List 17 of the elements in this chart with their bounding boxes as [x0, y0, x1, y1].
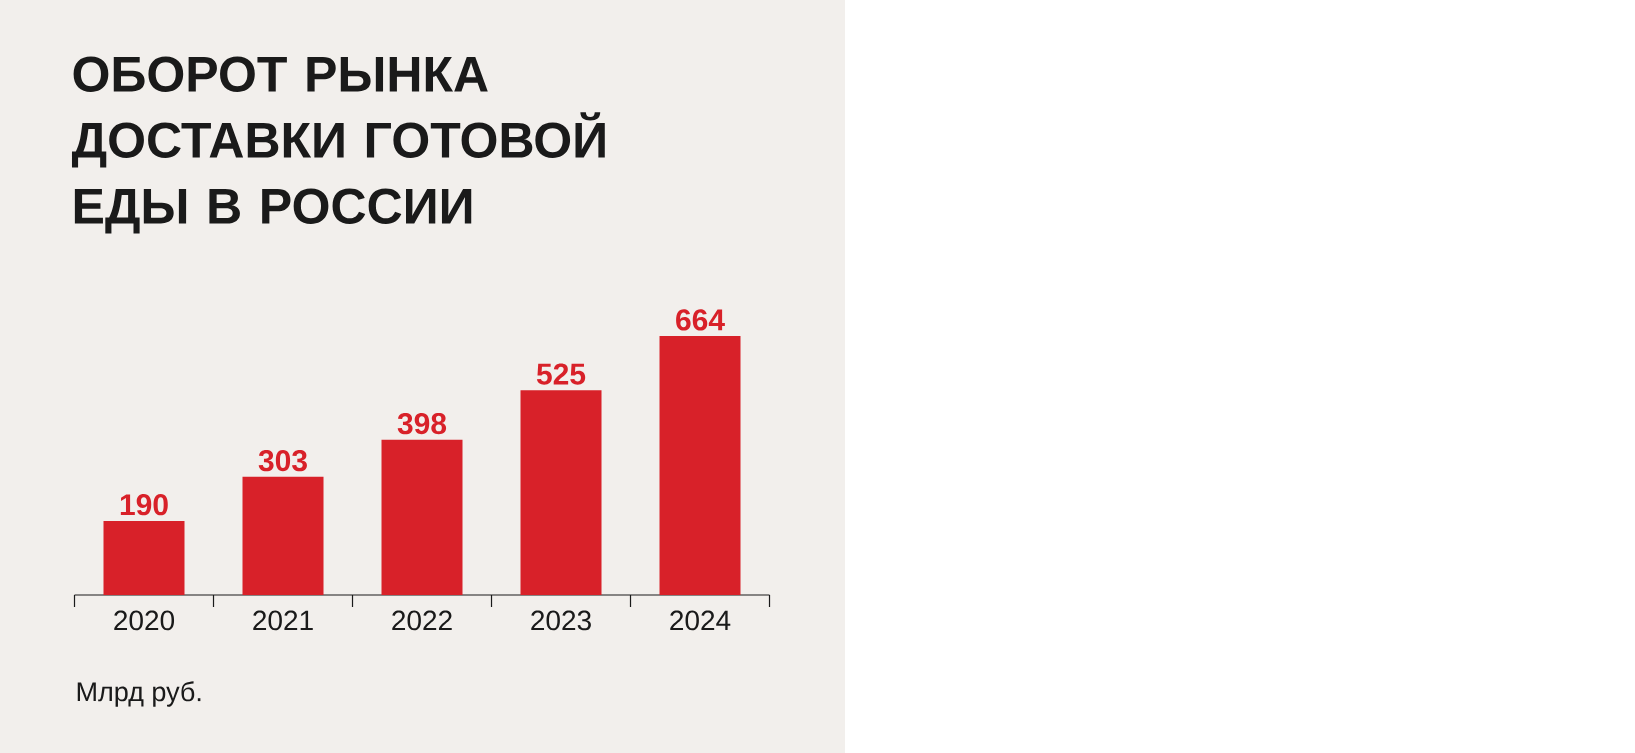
x-tick-label: 2020: [114, 610, 175, 631]
data-label: 525: [536, 363, 586, 385]
bar: [103, 520, 185, 595]
chart-title: ОБОРОТ РЫНКА ДОСТАВКИ ГОТОВОЙ ЕДЫ В РОССИИ: [71, 56, 605, 234]
data-label: 303: [258, 450, 307, 472]
x-tick-label: 2024: [670, 610, 731, 631]
x-tick-label: 2021: [253, 610, 313, 631]
data-label: 398: [397, 412, 447, 435]
bar: [520, 390, 602, 595]
text: Млрд руб.: [77, 681, 201, 707]
bar: [659, 336, 741, 595]
data-label: 190: [120, 494, 168, 516]
data-label: 664: [676, 309, 725, 331]
x-tick-label: 2023: [531, 610, 591, 631]
bar: [242, 476, 324, 595]
x-tick-label: 2022: [392, 610, 452, 631]
bar: [381, 439, 463, 595]
